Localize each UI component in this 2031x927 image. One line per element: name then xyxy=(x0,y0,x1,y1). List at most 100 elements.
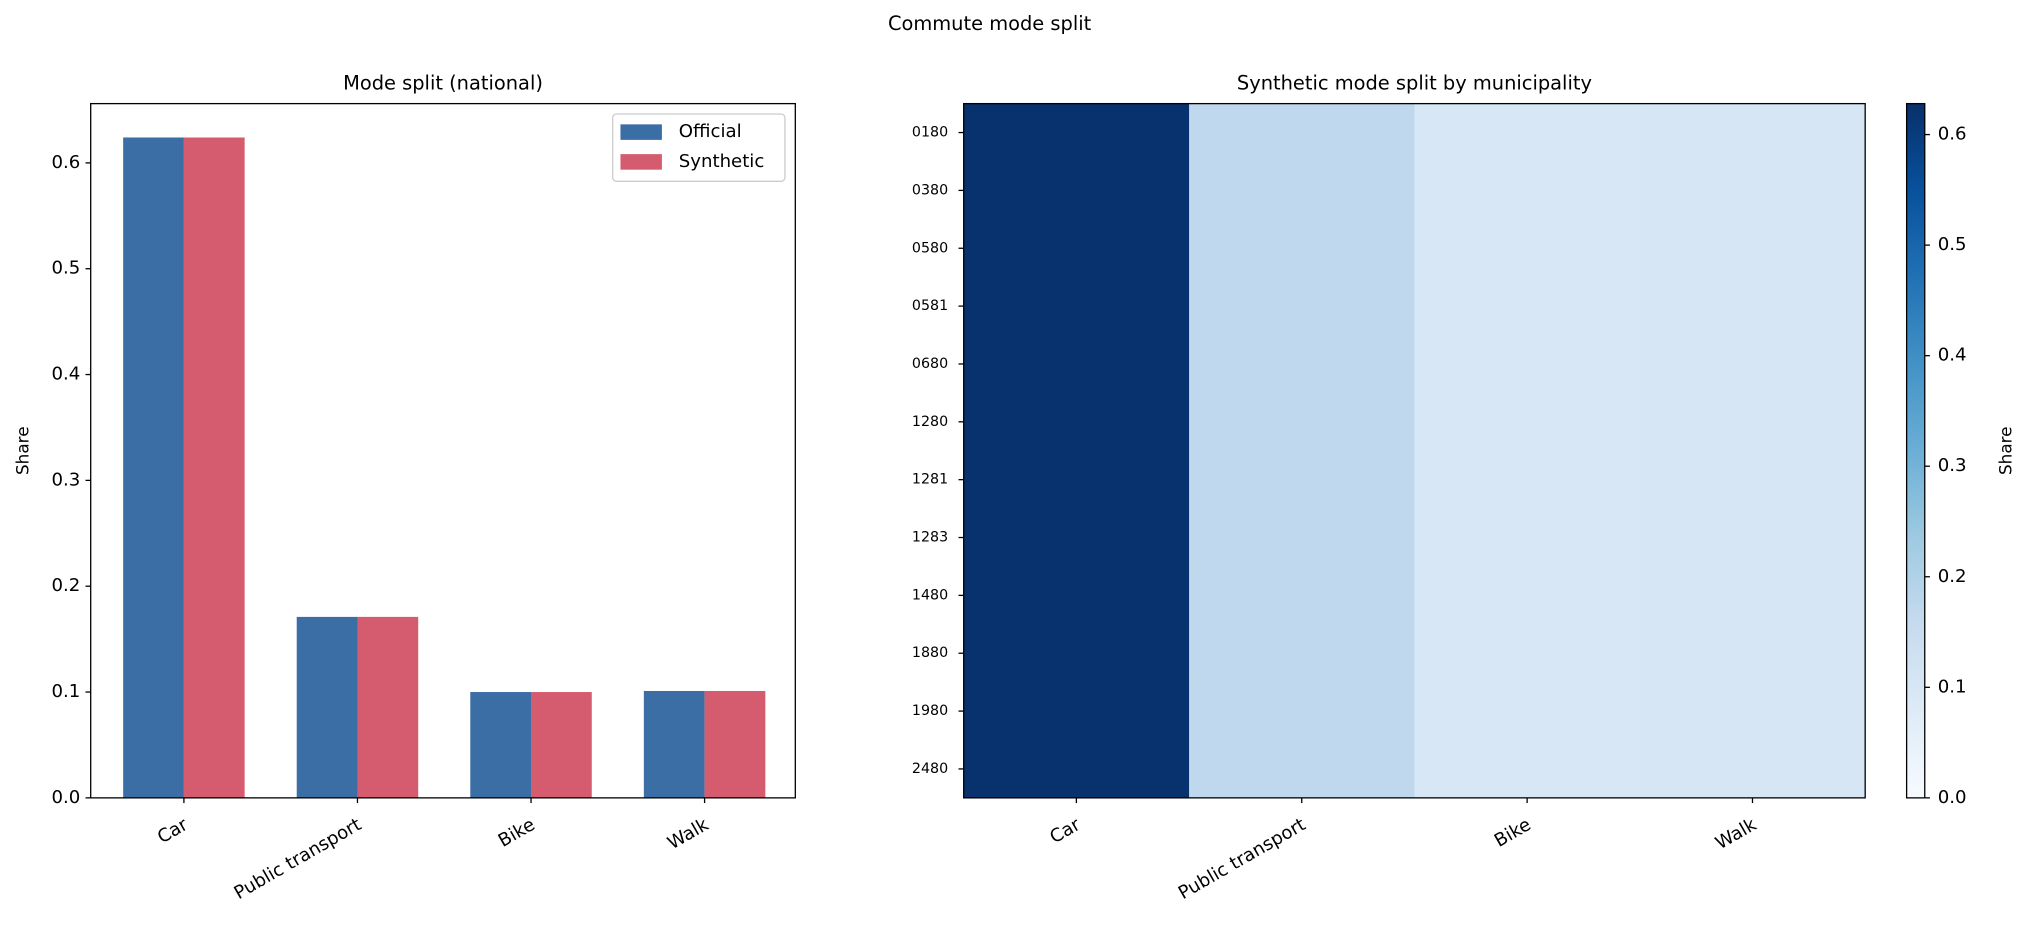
x-tick-label: Car xyxy=(1046,814,1084,848)
heatmap-cell xyxy=(1639,103,1866,163)
bar xyxy=(643,690,705,798)
heatmap-cell xyxy=(1189,566,1416,625)
heatmap-cell xyxy=(1639,682,1866,741)
y-tick-label: 0380 xyxy=(912,182,948,198)
heatmap-cell xyxy=(1189,103,1416,163)
heatmap-cell xyxy=(1639,219,1866,278)
y-tick-label: 0180 xyxy=(912,125,948,141)
bar xyxy=(357,616,419,798)
heatmap-cell xyxy=(963,740,1190,799)
bar xyxy=(704,690,766,798)
heatmap-cell xyxy=(1414,335,1641,394)
x-tick-label: Public transport xyxy=(1175,814,1309,904)
colorbar-tick-label: 0.2 xyxy=(1938,566,1967,587)
y-tick-label: 0580 xyxy=(912,240,948,256)
y-tick-label: 2480 xyxy=(912,761,948,777)
heatmap-cell xyxy=(1639,161,1866,220)
axes-frame xyxy=(90,102,796,799)
x-tick-label: Walk xyxy=(1712,814,1761,854)
heatmap-cell xyxy=(1639,450,1866,510)
y-tick-label: 1880 xyxy=(912,645,948,661)
heatmap-cell xyxy=(963,161,1190,220)
heatmap-cell xyxy=(1414,450,1641,510)
heatmap-cell xyxy=(1414,103,1641,163)
y-tick-label: 0680 xyxy=(912,356,948,372)
heatmap-cell xyxy=(1414,219,1641,278)
y-tick-label: 0581 xyxy=(912,298,948,314)
heatmap-cell xyxy=(963,450,1190,510)
y-tick-label: 1281 xyxy=(912,472,948,488)
legend-label: Official xyxy=(679,121,742,142)
heatmap-cell xyxy=(1414,740,1641,799)
heatmap-cell xyxy=(963,277,1190,336)
heatmap-cell xyxy=(963,103,1190,163)
heatmap-cell xyxy=(1189,392,1416,452)
y-tick-label: 1280 xyxy=(912,414,948,430)
colorbar xyxy=(1905,102,1926,799)
x-tick-label: Walk xyxy=(664,814,713,854)
colorbar-label: Share xyxy=(1995,426,2015,475)
y-tick-label: 0.5 xyxy=(52,258,81,279)
heatmap-cell xyxy=(1414,624,1641,683)
heatmap-cell xyxy=(1414,682,1641,741)
y-tick-label: 1480 xyxy=(912,587,948,603)
legend-swatch xyxy=(620,124,662,140)
x-tick-label: Car xyxy=(154,814,192,848)
bar xyxy=(470,692,532,798)
bar xyxy=(531,692,592,798)
heatmap-cell xyxy=(1189,219,1416,278)
heatmap-cell xyxy=(1189,277,1416,336)
heatmap-cell xyxy=(963,335,1190,394)
colorbar-tick-label: 0.3 xyxy=(1938,455,1967,476)
heatmap-cell xyxy=(1189,682,1416,741)
heatmap-cell xyxy=(1189,508,1416,568)
subplot-title: Mode split (national) xyxy=(343,72,543,95)
y-tick-label: 0.0 xyxy=(52,787,81,808)
bar xyxy=(296,616,358,798)
heatmap-cell xyxy=(1189,740,1416,799)
heatmap-cell xyxy=(1639,566,1866,625)
x-tick-label: Bike xyxy=(495,814,539,851)
y-tick-label: 1283 xyxy=(912,530,948,546)
heatmap-cell xyxy=(1414,566,1641,625)
colorbar-tick-label: 0.5 xyxy=(1938,234,1967,255)
heatmap-cell xyxy=(1414,161,1641,220)
x-tick-label: Bike xyxy=(1491,814,1535,851)
y-axis-label: Share xyxy=(12,426,32,475)
heatmap-cell xyxy=(1189,624,1416,683)
y-tick-label: 0.6 xyxy=(52,152,81,173)
subplot-title: Synthetic mode split by municipality xyxy=(1237,72,1592,95)
heatmap-cell xyxy=(1414,392,1641,452)
colorbar-tick-label: 0.6 xyxy=(1938,124,1967,145)
colorbar-tick-label: 0.1 xyxy=(1938,676,1967,697)
heatmap-cell xyxy=(1639,335,1866,394)
heatmap-cell xyxy=(1189,161,1416,220)
colorbar-tick-label: 0.0 xyxy=(1938,787,1967,808)
heatmap-cell xyxy=(1639,740,1866,799)
heatmap-cell xyxy=(1639,392,1866,452)
y-tick-label: 0.1 xyxy=(52,681,81,702)
figure-title: Commute mode split xyxy=(888,12,1092,35)
y-tick-label: 0.2 xyxy=(52,575,81,596)
axes-frame xyxy=(963,102,1866,799)
heatmap-cell xyxy=(963,508,1190,568)
heatmap-cell xyxy=(963,392,1190,452)
heatmap-cell xyxy=(1414,508,1641,568)
bar xyxy=(123,137,184,798)
bar xyxy=(183,137,245,798)
heatmap-cell xyxy=(1639,624,1866,683)
x-tick-label: Public transport xyxy=(231,814,365,904)
heatmap-cell xyxy=(1414,277,1641,336)
y-tick-label: 0.3 xyxy=(52,469,81,490)
heatmap-cell xyxy=(1639,277,1866,336)
heatmap-cell xyxy=(963,566,1190,625)
heatmap-cell xyxy=(1189,335,1416,394)
heatmap-cell xyxy=(963,219,1190,278)
heatmap-cell xyxy=(1189,450,1416,510)
y-tick-label: 1980 xyxy=(912,703,948,719)
colorbar-tick-label: 0.4 xyxy=(1938,345,1967,366)
legend-swatch xyxy=(620,154,662,170)
heatmap-cell xyxy=(963,624,1190,683)
